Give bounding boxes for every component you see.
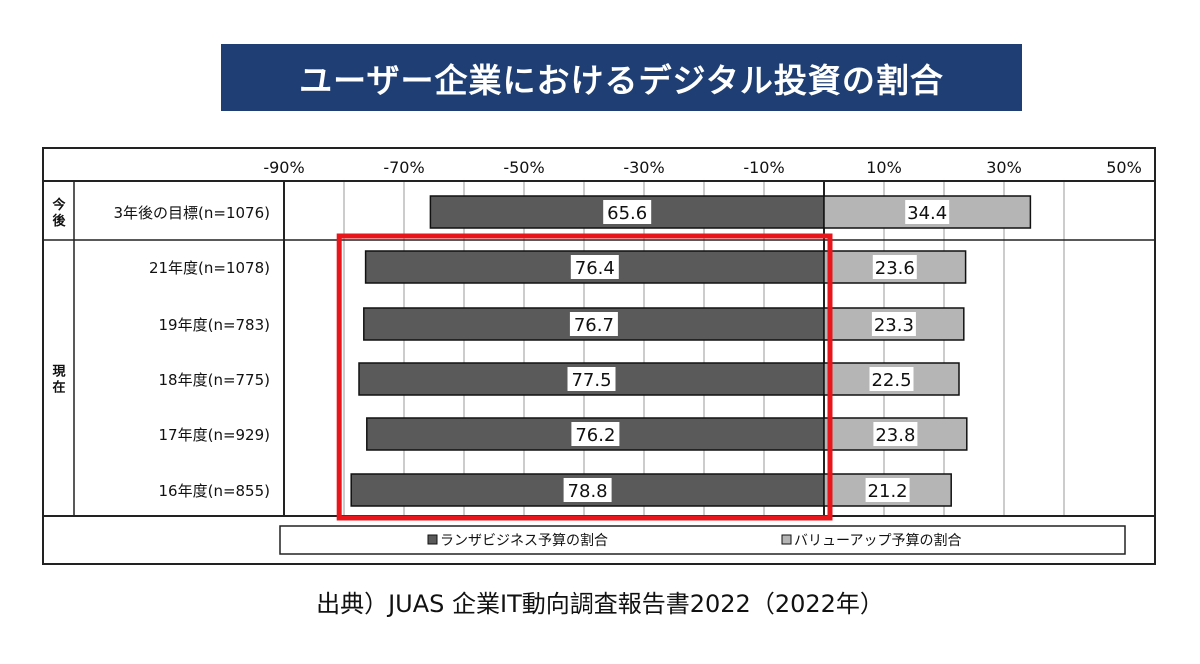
x-tick-label: -90% [263,158,304,177]
legend-label-value-up: バリューアップ予算の割合 [794,532,961,549]
data-label-bg [567,367,616,391]
data-label-value-up: 23.8 [875,425,915,446]
x-tick-label: -70% [383,158,424,177]
x-tick-label: 30% [986,158,1022,177]
data-label-value-up: 23.6 [875,258,915,279]
source-note: 出典）JUAS 企業IT動向調査報告書2022（2022年） [316,590,884,618]
x-tick-label: 10% [866,158,902,177]
x-tick-label: -10% [743,158,784,177]
group-label: 現 [52,365,65,380]
group-label: 今 [51,197,66,213]
legend-label-run-business: ランザビジネス予算の割合 [440,532,608,549]
data-label-value-up: 34.4 [907,203,947,224]
data-label-run-business: 76.7 [574,315,614,336]
data-label-run-business: 76.2 [575,425,615,446]
data-label-value-up: 23.3 [874,315,914,336]
data-label-bg [569,312,618,336]
x-tick-label: 50% [1106,158,1142,177]
x-tick-label: -30% [623,158,664,177]
data-label-bg [872,255,917,279]
data-label-run-business: 65.6 [607,203,647,224]
legend-box [279,525,1126,555]
category-label: 19年度(n=783) [159,316,271,334]
group-label: 在 [52,380,65,396]
data-label-bg [563,478,612,502]
legend-swatch-run-business [427,534,438,545]
group-label: 後 [52,213,66,229]
data-label-run-business: 78.8 [568,481,608,502]
data-label-bg [571,422,620,446]
data-label-bg [873,422,918,446]
data-label-bg [869,367,914,391]
category-label: 18年度(n=775) [159,371,271,389]
data-label-bg [905,200,950,224]
data-label-value-up: 22.5 [871,370,911,391]
category-label: 3年後の目標(n=1076) [114,204,271,222]
data-label-bg [570,255,619,279]
data-label-run-business: 76.4 [575,258,615,279]
data-label-value-up: 21.2 [868,481,908,502]
legend-swatch-value-up [781,534,792,545]
title-banner: ユーザー企業におけるデジタル投資の割合 [221,44,1022,111]
page-title: ユーザー企業におけるデジタル投資の割合 [299,60,944,100]
data-label-bg [871,312,916,336]
chart-frame: -90% -70% -50% -30% -10% 10% 30% 50% 今後現在 3年後の目標(… [42,147,1156,565]
data-label-bg [865,478,910,502]
category-label: 17年度(n=929) [159,426,271,444]
category-label: 16年度(n=855) [159,482,271,500]
category-label: 21年度(n=1078) [149,259,270,277]
x-tick-label: -50% [503,158,544,177]
data-label-run-business: 77.5 [571,370,611,391]
highlight-box [336,233,833,521]
data-label-bg [603,200,652,224]
